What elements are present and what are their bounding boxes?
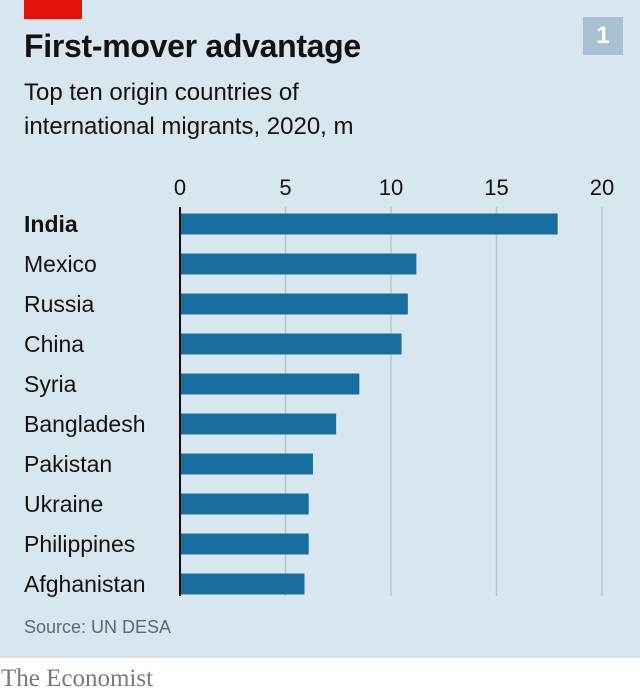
bar-afghanistan <box>180 573 305 595</box>
bar-pakistan <box>180 453 313 475</box>
category-label: Philippines <box>24 531 135 557</box>
bar-chart: 0 5 10 15 20 India Mexico Russia China Syria Bang… <box>24 175 614 597</box>
category-label: Syria <box>24 371 77 397</box>
bar-bangladesh <box>180 413 337 435</box>
x-tick-label: 5 <box>279 175 291 200</box>
x-tick-label: 15 <box>484 175 508 200</box>
category-label: China <box>24 331 84 357</box>
chart-number-badge: 1 <box>583 17 623 55</box>
category-labels: India Mexico Russia China Syria Bangladesh Pak… <box>24 211 146 597</box>
x-tick-labels: 0 5 10 15 20 <box>174 175 614 200</box>
category-label: Ukraine <box>24 491 103 517</box>
brand-tag <box>24 0 82 19</box>
chart-subtitle-line-1: Top ten origin countries of <box>24 79 299 106</box>
bar-russia <box>180 293 408 315</box>
bar-china <box>180 333 402 355</box>
x-tick-label: 20 <box>590 175 614 200</box>
x-tick-label: 10 <box>379 175 403 200</box>
publisher-logo: The Economist <box>1 665 154 692</box>
category-label: India <box>24 211 78 237</box>
chart-title: First-mover advantage <box>24 28 361 64</box>
category-label: Russia <box>24 291 95 317</box>
bar-mexico <box>180 253 417 275</box>
bars <box>180 213 558 595</box>
category-label: Mexico <box>24 251 97 277</box>
chart-subtitle: Top ten origin countries of internationa… <box>24 76 354 144</box>
bar-india <box>180 213 558 235</box>
category-label: Afghanistan <box>24 571 145 597</box>
category-label: Bangladesh <box>24 411 146 437</box>
bar-syria <box>180 373 360 395</box>
x-tick-label: 0 <box>174 175 186 200</box>
bar-ukraine <box>180 493 309 515</box>
source-note: Source: UN DESA <box>24 617 172 637</box>
category-label: Pakistan <box>24 451 112 477</box>
chart-panel <box>0 0 640 658</box>
chart-subtitle-line-2: international migrants, 2020, m <box>24 113 354 140</box>
bar-philippines <box>180 533 309 555</box>
